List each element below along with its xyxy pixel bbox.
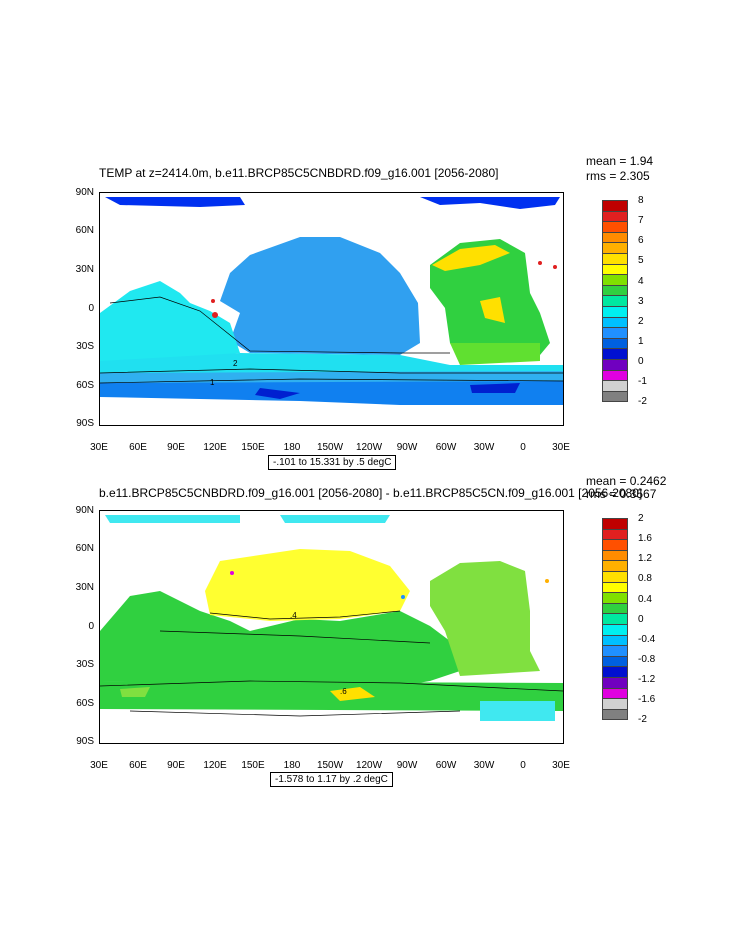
lat-tick: 90S <box>76 736 94 747</box>
lon-tick: 0 <box>520 442 526 453</box>
colorbar-label: 3 <box>638 295 644 307</box>
colorbar-label: 4 <box>638 275 644 287</box>
colorbar-label: 7 <box>638 215 644 227</box>
colorbar-label: 2 <box>638 315 644 327</box>
colorbar-label: 0 <box>638 613 644 625</box>
lon-tick: 90W <box>396 442 418 453</box>
lon-tick: 150W <box>316 442 344 453</box>
lat-tick: 90N <box>75 505 94 516</box>
colorbar-label: 6 <box>638 235 644 247</box>
lon-tick: 60E <box>129 760 147 771</box>
rms-stat: rms = 0.3567 <box>586 487 657 501</box>
lon-tick: 30E <box>90 760 108 771</box>
lon-tick: 120W <box>355 760 383 771</box>
lon-tick: 60E <box>129 442 147 453</box>
lon-tick: 60W <box>435 760 457 771</box>
colorbar-label: -1.6 <box>638 694 656 706</box>
lon-tick: 180 <box>283 442 301 453</box>
lat-tick: 0 <box>88 621 94 632</box>
lon-tick: 120E <box>203 442 227 453</box>
lat-tick: 60N <box>75 225 94 236</box>
contour-label-1: 1 <box>210 378 215 387</box>
lon-tick: 30W <box>473 442 495 453</box>
lon-tick: 30W <box>473 760 495 771</box>
lon-tick: 180 <box>283 760 301 771</box>
contour-label-04: .4 <box>290 611 297 620</box>
colorbar-label: -1 <box>638 376 647 388</box>
lat-tick: 60S <box>76 698 94 709</box>
lon-tick: 0 <box>520 760 526 771</box>
lon-tick: 120W <box>355 442 383 453</box>
colorbar-label: 8 <box>638 195 644 206</box>
lat-tick: 30S <box>76 659 94 670</box>
lat-tick: 90N <box>75 187 94 198</box>
colorbar-label: 1.2 <box>638 553 652 565</box>
lon-tick: 30E <box>90 442 108 453</box>
mean-stat: mean = 0.2462 <box>586 474 667 488</box>
lon-tick: 150W <box>316 760 344 771</box>
lon-tick: 150E <box>241 760 265 771</box>
colorbar-label: 2 <box>638 513 644 524</box>
colorbar-label: 0 <box>638 356 644 368</box>
lon-tick: 90W <box>396 760 418 771</box>
colorbar-swatch <box>602 390 628 403</box>
contour-range-label: -.101 to 15.331 by .5 degC <box>268 455 397 470</box>
panel-difference: b.e11.BRCP85C5CNBDRD.f09_g16.001 [2056-2… <box>0 470 733 800</box>
map-plot: .4 .6 <box>99 510 564 744</box>
lat-tick: 30N <box>75 264 94 275</box>
colorbar-label: 5 <box>638 255 644 267</box>
contour-label-06: .6 <box>340 687 347 696</box>
mean-stat: mean = 1.94 <box>586 154 654 168</box>
map-plot: 2 1 <box>99 192 564 426</box>
map-field <box>100 197 563 405</box>
lat-tick: 60S <box>76 380 94 391</box>
lon-tick: 120E <box>203 760 227 771</box>
lat-tick: 60N <box>75 543 94 554</box>
colorbar-label: 1.6 <box>638 533 652 545</box>
colorbar-label: -2 <box>638 714 647 726</box>
contour-label-2: 2 <box>233 359 238 368</box>
chart-title: b.e11.BRCP85C5CNBDRD.f09_g16.001 [2056-2… <box>99 486 643 500</box>
lon-tick: 30E <box>552 760 570 771</box>
colorbar-swatch <box>602 708 628 721</box>
colorbar-label: 0.8 <box>638 573 652 585</box>
colorbar-label: -1.2 <box>638 674 656 686</box>
rms-stat: rms = 2.305 <box>586 169 650 183</box>
contour-range-label: -1.578 to 1.17 by .2 degC <box>270 772 393 787</box>
lat-tick: 30N <box>75 582 94 593</box>
lon-tick: 90E <box>167 760 185 771</box>
colorbar-label: -2 <box>638 396 647 408</box>
chart-title: TEMP at z=2414.0m, b.e11.BRCP85C5CNBDRD.… <box>99 166 499 180</box>
colorbar-label: -0.8 <box>638 653 656 665</box>
lat-tick: 30S <box>76 341 94 352</box>
lon-tick: 150E <box>241 442 265 453</box>
map-field <box>100 515 563 721</box>
lat-tick: 90S <box>76 418 94 429</box>
lon-tick: 90E <box>167 442 185 453</box>
colorbar-label: 0.4 <box>638 593 652 605</box>
lon-tick: 60W <box>435 442 457 453</box>
colorbar-label: 1 <box>638 335 644 347</box>
lat-tick: 0 <box>88 303 94 314</box>
colorbar-label: -0.4 <box>638 633 656 645</box>
panel-temperature: TEMP at z=2414.0m, b.e11.BRCP85C5CNBDRD.… <box>0 150 733 470</box>
lon-tick: 30E <box>552 442 570 453</box>
